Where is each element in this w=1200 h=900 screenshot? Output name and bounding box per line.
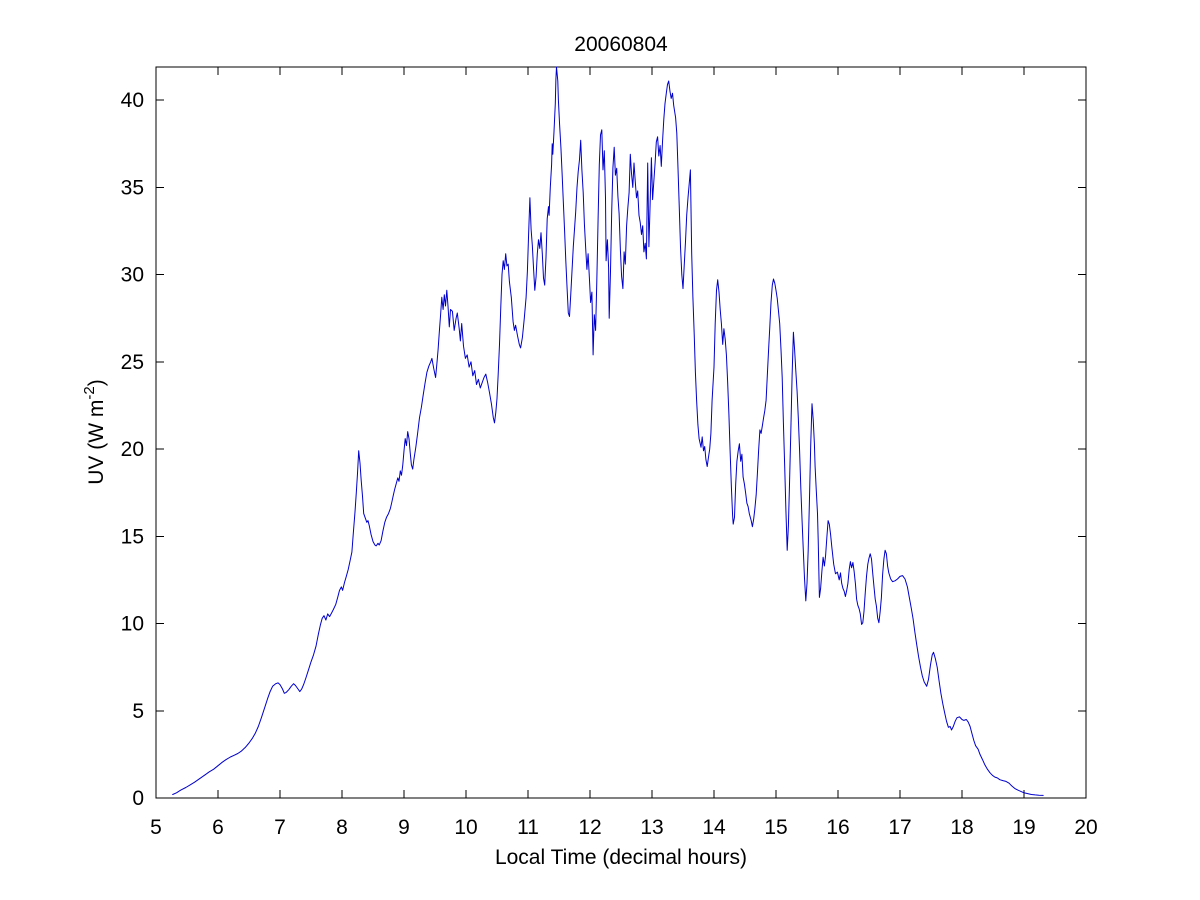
- x-tick-label: 18: [950, 816, 973, 839]
- x-tick-label: 20: [1074, 816, 1097, 839]
- x-tick-label: 17: [888, 816, 911, 839]
- axes-layer: 5 6 7 8 9 10 11 12 13 14 15 16 17 18 19 200510152025303…: [121, 66, 1098, 839]
- chart-title: 20060804: [574, 33, 668, 56]
- x-tick-label: 7: [274, 816, 286, 839]
- y-tick-label: 30: [121, 264, 144, 287]
- y-tick-label: 20: [121, 438, 144, 461]
- y-tick-label: 40: [121, 89, 144, 112]
- uv-series-line: [172, 66, 1044, 796]
- x-tick-label: 8: [336, 816, 348, 839]
- x-tick-label: 11: [517, 816, 539, 839]
- series-layer: [172, 66, 1044, 796]
- y-axis-label-superscript: -2: [81, 386, 98, 399]
- y-tick-label: 10: [121, 613, 144, 636]
- x-tick-label: 14: [702, 816, 726, 839]
- x-tick-label: 19: [1012, 816, 1035, 839]
- x-tick-label: 9: [398, 816, 410, 839]
- x-tick-label: 10: [454, 816, 477, 839]
- y-axis-label-end: ): [85, 379, 108, 386]
- y-axis-label-main: UV (W m: [85, 400, 108, 485]
- y-tick-label: 25: [121, 351, 144, 374]
- y-tick-label: 0: [132, 787, 144, 810]
- x-axis-label: Local Time (decimal hours): [495, 846, 747, 869]
- x-tick-label: 6: [212, 816, 224, 839]
- y-axis-label: UV (W m-2): [81, 379, 108, 485]
- axes-box: [155, 66, 1087, 799]
- x-tick-label: 15: [764, 816, 787, 839]
- x-tick-label: 12: [578, 816, 601, 839]
- x-tick-label: 13: [640, 816, 663, 839]
- x-tick-label: 16: [826, 816, 849, 839]
- y-tick-label: 35: [121, 176, 144, 199]
- y-tick-label: 15: [121, 525, 144, 548]
- x-tick-label: 5: [150, 816, 162, 839]
- y-tick-label: 5: [132, 700, 144, 723]
